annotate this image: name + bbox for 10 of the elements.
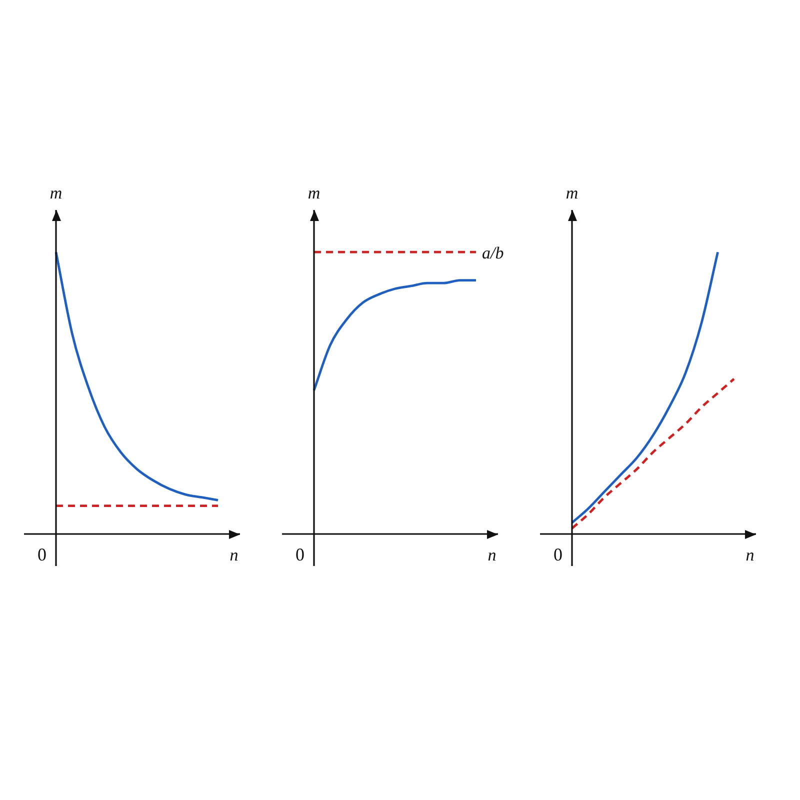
series-label: a/b (482, 244, 504, 263)
text: 0 (554, 544, 562, 565)
x-axis-title: n (488, 545, 496, 564)
y-axis-title: m (566, 183, 578, 202)
text: 0 (296, 544, 304, 565)
x-axis-title: n (746, 545, 754, 564)
y-axis-title: m (308, 183, 320, 202)
y-axis-title: m (50, 183, 62, 202)
x-axis-title: n (230, 545, 238, 564)
text: 0 (38, 544, 46, 565)
